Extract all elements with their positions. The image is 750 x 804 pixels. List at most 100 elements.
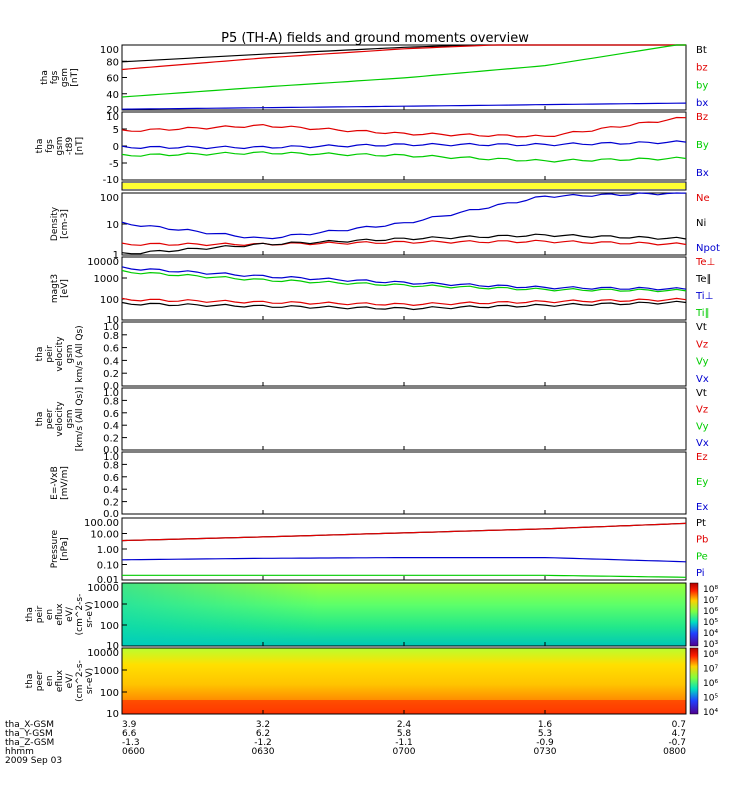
legend-fgs-gsm-dt89: Bx [696, 168, 709, 179]
ytick-label-e-field: 0.8 [103, 460, 119, 471]
ylabel-fgs-gsm: [nT] [70, 68, 80, 86]
panel-frame-flag-bar [121, 181, 687, 191]
panel-frame-peir-velocity [121, 321, 687, 387]
ylabel-pressure: Pressure [50, 529, 60, 568]
ylabel-density: Density [50, 206, 60, 241]
ytick-label-pressure: 0.01 [97, 575, 119, 586]
ytick-label-temperature: 100 [100, 295, 119, 306]
panel-frame-fgs-gsm-dt89 [121, 111, 687, 181]
ephemeris-value: 0730 [534, 747, 557, 757]
ylabel-e-field: [mV/m] [60, 466, 70, 500]
legend-peir-velocity: Vy [696, 357, 709, 368]
ephemeris-value: -0.9 [536, 738, 554, 748]
legend-peer-velocity: Vz [696, 405, 708, 416]
ylabel-peer-en-eflux: peer [35, 670, 45, 691]
ephemeris-value: 0.7 [672, 720, 686, 730]
legend-pressure: Pt [696, 518, 706, 529]
plot-layer: P5 (TH-A) fields and ground moments over… [5, 31, 720, 766]
ephemeris-value: 4.7 [672, 729, 686, 739]
colorbar-tick-peir-en-eflux: 10⁷ [703, 596, 718, 606]
ylabel-pressure: [nPa] [60, 537, 70, 560]
ylabel-peir-velocity: km/s (All Qs) [75, 325, 85, 382]
colorbar-tick-peir-en-eflux: 10³ [703, 640, 718, 650]
ephemeris-value: 0700 [393, 747, 416, 757]
ytick-label-fgs-gsm: 80 [106, 57, 119, 68]
ephemeris-value: -1.2 [254, 738, 272, 748]
legend-density: Npot [696, 243, 720, 254]
ephemeris-value: 5.3 [538, 729, 552, 739]
series-Bz-line [121, 116, 687, 138]
date-label: 2009 Sep 03 [5, 756, 62, 766]
series-Bt-line [121, 44, 686, 63]
ytick-label-peir-velocity: 0.6 [103, 344, 119, 355]
ytick-label-pressure: 0.10 [97, 561, 119, 572]
ytick-label-fgs-gsm-dt89: -10 [103, 175, 119, 186]
legend-e-field: Ez [696, 452, 708, 463]
ylabel-peer-velocity: velocity [55, 401, 65, 437]
ephemeris-value: 3.2 [256, 720, 270, 730]
ylabel-peir-velocity: peir [45, 345, 55, 363]
legend-density: Ne [696, 193, 710, 204]
legend-temperature: Ti⊥ [695, 291, 713, 302]
ylabel-peir-en-eflux: eV/ [65, 606, 75, 622]
ylabel-peer-en-eflux: (cm^2-s- [75, 660, 85, 702]
ytick-label-peer-velocity: 0.4 [103, 421, 119, 432]
ytick-label-peer-velocity: 0.0 [103, 445, 119, 456]
ytick-label-e-field: 0.6 [103, 473, 119, 484]
colorbar-tick-peer-en-eflux: 10⁶ [703, 679, 718, 689]
ylabel-density: [cm-3] [60, 209, 70, 239]
ylabel-peir-en-eflux: tha [25, 607, 35, 622]
ylabel-peir-en-eflux: peir [35, 605, 45, 623]
ephemeris-value: 1.6 [538, 720, 553, 730]
panel-frame-e-field [121, 451, 687, 515]
legend-peer-velocity: Vx [696, 438, 709, 449]
ytick-label-fgs-gsm: 20 [106, 105, 119, 116]
legend-temperature: Ti∥ [695, 308, 710, 319]
ytick-label-fgs-gsm-dt89: 0 [113, 142, 119, 153]
series-Pi-line [121, 556, 687, 563]
ytick-label-peir-velocity: 0.4 [103, 356, 119, 367]
series-bz-line [121, 44, 686, 71]
ylabel-peir-velocity: gsm [65, 344, 75, 363]
legend-fgs-gsm-dt89: By [696, 140, 709, 151]
colorbar-tick-peir-en-eflux: 10⁶ [703, 607, 718, 617]
ylabel-fgs-gsm-dt89: -t89 [65, 137, 75, 156]
ylabel-peir-en-eflux: (cm^2-s- [75, 594, 85, 636]
ytick-label-fgs-gsm: 40 [106, 90, 119, 101]
colorbar-peir-en-eflux [689, 582, 699, 647]
ephemeris-value: -1.1 [395, 738, 413, 748]
ytick-label-density: 100 [100, 193, 119, 204]
series-Pe-line [122, 574, 687, 578]
chart-title: P5 (TH-A) fields and ground moments over… [221, 31, 529, 46]
ytick-label-peir-velocity: 0.8 [103, 331, 119, 342]
colorbar-tick-peir-en-eflux: 10⁴ [703, 629, 718, 639]
ytick-label-pressure: 1.00 [97, 545, 119, 556]
colorbar-peer-en-eflux [689, 647, 699, 715]
ylabel-peer-velocity: [km/s (All Qs)] [75, 387, 85, 451]
ephemeris-label: tha_X-GSM [5, 720, 54, 730]
ylabel-temperature: [eV] [60, 279, 70, 298]
legend-pressure: Pe [696, 551, 708, 562]
ytick-label-density: 10 [106, 220, 119, 231]
legend-fgs-gsm: by [696, 80, 708, 91]
series-Te⊥-line [121, 297, 687, 307]
ytick-label-temperature: 1000 [94, 274, 119, 285]
ephemeris-value: 5.8 [397, 729, 412, 739]
ephemeris-value: 0600 [122, 747, 145, 757]
ytick-label-temperature: 10000 [87, 257, 119, 268]
ephemeris-value: -1.3 [122, 738, 140, 748]
ytick-label-fgs-gsm: 60 [106, 74, 119, 85]
colorbar-tick-peer-en-eflux: 10⁴ [703, 708, 718, 718]
ytick-label-temperature: 10 [106, 315, 119, 326]
legend-e-field: Ey [696, 477, 708, 488]
series-Ti⊥-line [121, 266, 687, 291]
ylabel-peir-en-eflux: eflux [55, 603, 65, 626]
ytick-label-fgs-gsm-dt89: -5 [109, 159, 119, 170]
series-Te∥-line [121, 300, 687, 311]
peir-spectrogram-shade [122, 583, 686, 646]
legend-peir-velocity: Vz [696, 339, 708, 350]
legend-pressure: Pi [696, 568, 705, 579]
ytick-label-fgs-gsm-dt89: 10 [106, 112, 119, 123]
legend-temperature: Te⊥ [695, 257, 715, 268]
